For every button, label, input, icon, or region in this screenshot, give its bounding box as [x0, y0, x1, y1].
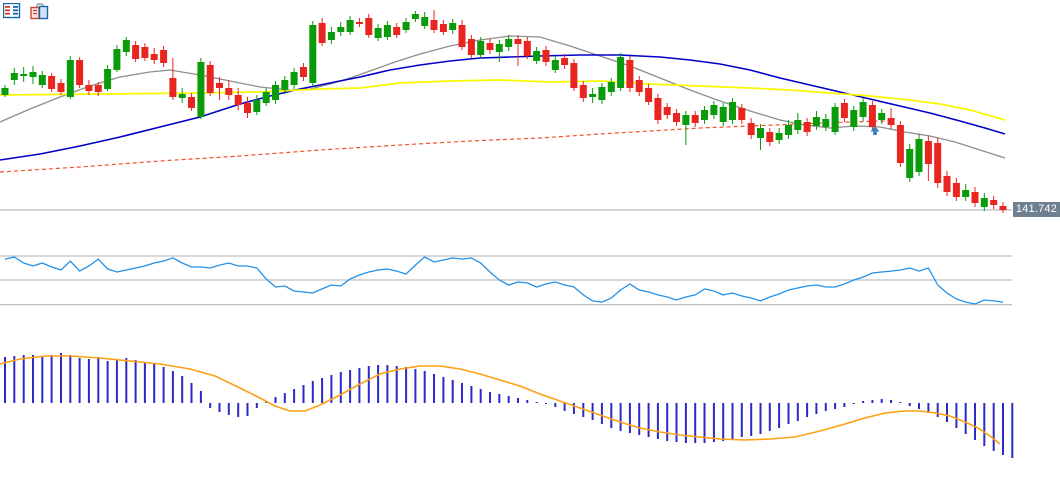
chart-toolbar	[2, 2, 49, 21]
quote-grid-icon[interactable]	[2, 2, 21, 19]
last-price-badge: 141.742	[1013, 202, 1060, 217]
chart-pages-icon[interactable]	[30, 3, 49, 20]
